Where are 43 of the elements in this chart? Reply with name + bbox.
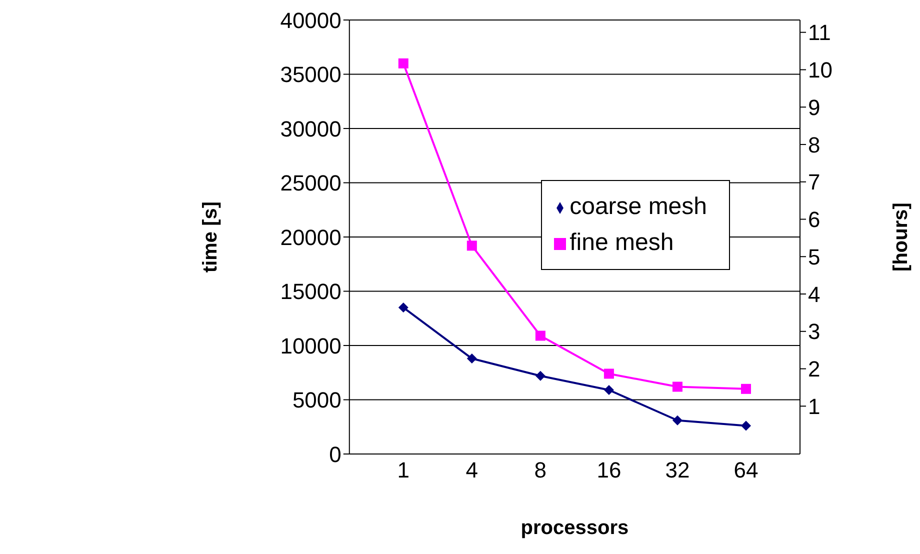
y2-tick-label: 10 bbox=[808, 58, 832, 83]
x-tick-label: 4 bbox=[466, 458, 478, 483]
point bbox=[604, 368, 614, 379]
y-tick-label: 30000 bbox=[280, 116, 342, 142]
x-tick-label: 8 bbox=[534, 458, 547, 483]
y-axis-title: time [s] bbox=[199, 201, 222, 273]
x-tick-label: 32 bbox=[665, 458, 690, 483]
x-tick-label: 16 bbox=[596, 458, 622, 483]
y2-axis-title: [hours] bbox=[890, 202, 912, 272]
y2-tick-label: 6 bbox=[808, 207, 820, 232]
y2-tick-label: 7 bbox=[808, 170, 820, 195]
y-tick-label: 20000 bbox=[280, 224, 342, 250]
y-tick-label: 0 bbox=[329, 442, 342, 467]
y2-tick-label: 4 bbox=[808, 282, 820, 307]
point bbox=[466, 240, 477, 251]
point bbox=[672, 382, 682, 392]
x-tick-label: 64 bbox=[734, 458, 758, 483]
point bbox=[398, 58, 408, 68]
y-tick-label: 25000 bbox=[280, 170, 342, 196]
y2-tick-label: 2 bbox=[808, 356, 820, 382]
point bbox=[535, 330, 546, 341]
y2-tick-label: 8 bbox=[808, 132, 820, 158]
y2-tick-label: 3 bbox=[808, 319, 820, 344]
y-tick-label: 40000 bbox=[280, 8, 342, 33]
point bbox=[398, 302, 408, 313]
y2-tick-label: 1 bbox=[808, 394, 820, 419]
y-tick-label: 10000 bbox=[280, 333, 342, 358]
point bbox=[535, 370, 546, 381]
y2-tick-label: 11 bbox=[808, 20, 831, 46]
y2-tick-label: 9 bbox=[808, 94, 820, 120]
y-tick-label: 35000 bbox=[280, 62, 342, 88]
point bbox=[741, 420, 751, 431]
point bbox=[741, 384, 751, 394]
point bbox=[466, 354, 477, 364]
y2-tick-label: 5 bbox=[808, 244, 820, 270]
y-tick-label: 5000 bbox=[292, 388, 342, 413]
legend-label: coarse mesh bbox=[570, 193, 707, 220]
x-axis-title: processors bbox=[520, 517, 629, 539]
legend-label: fine mesh bbox=[570, 229, 674, 256]
point bbox=[604, 384, 614, 395]
point bbox=[672, 415, 682, 426]
y-tick-label: 15000 bbox=[280, 279, 342, 304]
x-tick-label: 1 bbox=[397, 458, 410, 483]
